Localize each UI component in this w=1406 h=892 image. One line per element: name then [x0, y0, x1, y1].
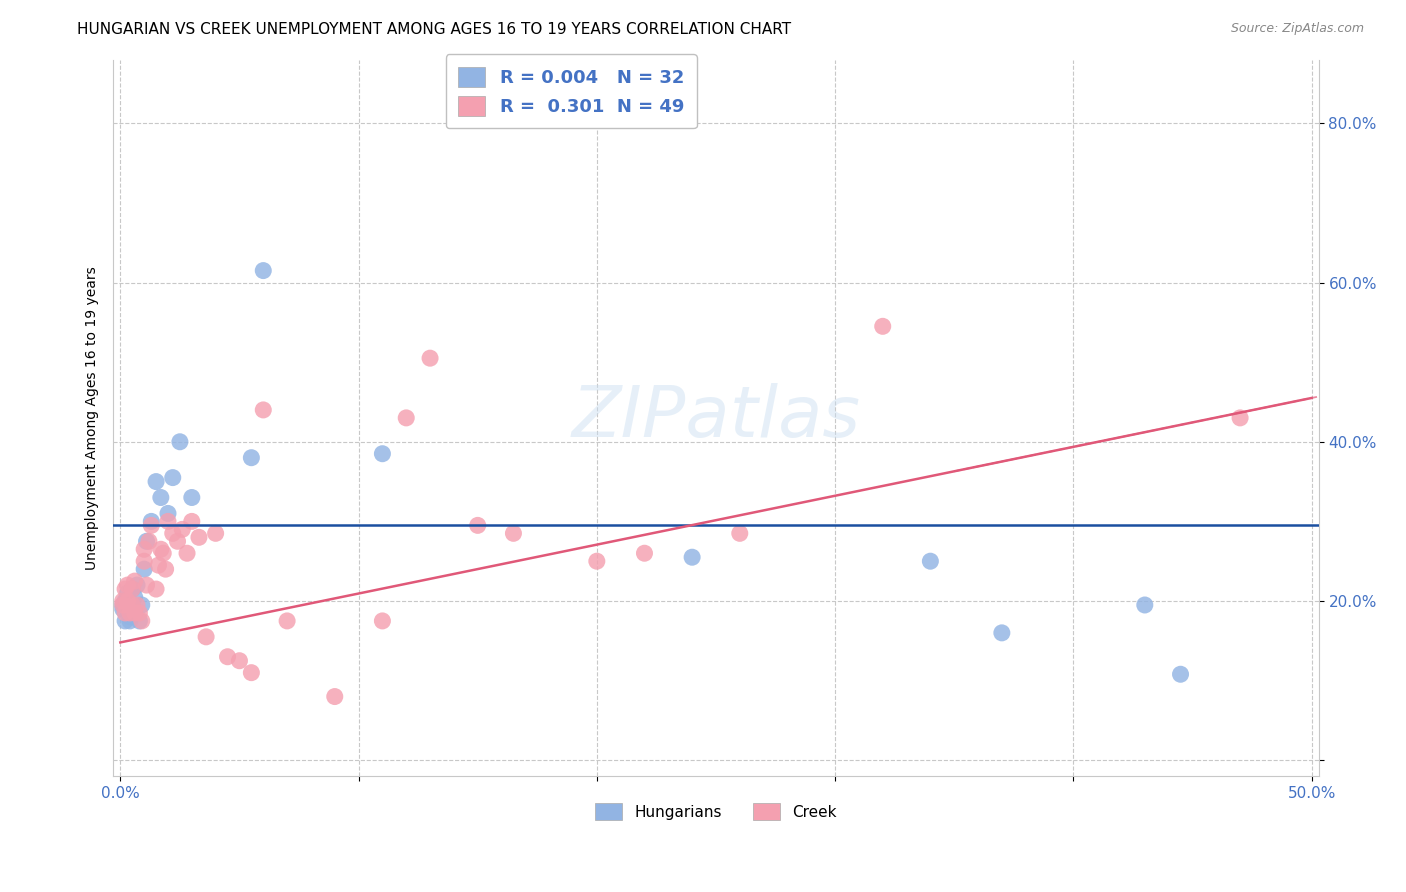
Point [180, 491, 202, 505]
Legend: Hungarians, Creek: Hungarians, Creek [589, 797, 844, 826]
Point [371, 614, 394, 628]
Point [131, 614, 153, 628]
Point [114, 582, 136, 596]
Point [141, 515, 163, 529]
Point [371, 447, 394, 461]
Point [134, 562, 156, 576]
Point [125, 578, 148, 592]
Point [240, 450, 263, 465]
Point [121, 582, 143, 596]
Point [114, 594, 136, 608]
Point [204, 526, 226, 541]
Point [920, 554, 942, 568]
Point [155, 562, 177, 576]
Point [118, 614, 141, 628]
Point [117, 578, 139, 592]
Point [252, 403, 274, 417]
Point [419, 351, 441, 366]
Point [1229, 410, 1251, 425]
Point [166, 534, 188, 549]
Point [117, 602, 139, 616]
Point [125, 598, 148, 612]
Point [228, 654, 250, 668]
Point [111, 598, 134, 612]
Point [991, 625, 1014, 640]
Point [121, 598, 143, 612]
Point [135, 578, 157, 592]
Point [114, 606, 136, 620]
Point [111, 598, 134, 612]
Point [395, 410, 418, 425]
Point [195, 630, 218, 644]
Point [1133, 598, 1156, 612]
Point [135, 534, 157, 549]
Point [276, 614, 298, 628]
Point [162, 470, 184, 484]
Point [176, 546, 198, 560]
Point [128, 614, 150, 628]
Point [117, 586, 139, 600]
Point [124, 606, 146, 620]
Point [217, 649, 239, 664]
Point [252, 263, 274, 277]
Point [121, 598, 143, 612]
Point [111, 594, 134, 608]
Point [681, 550, 703, 565]
Point [323, 690, 346, 704]
Point [124, 606, 146, 620]
Point [148, 558, 170, 573]
Text: HUNGARIAN VS CREEK UNEMPLOYMENT AMONG AGES 16 TO 19 YEARS CORRELATION CHART: HUNGARIAN VS CREEK UNEMPLOYMENT AMONG AG… [77, 22, 792, 37]
Point [117, 594, 139, 608]
Point [128, 606, 150, 620]
Point [118, 606, 141, 620]
Point [169, 434, 191, 449]
Point [134, 554, 156, 568]
Point [156, 507, 179, 521]
Point [188, 530, 211, 544]
Point [111, 602, 134, 616]
Point [149, 491, 172, 505]
Point [145, 582, 167, 596]
Point [240, 665, 263, 680]
Y-axis label: Unemployment Among Ages 16 to 19 years: Unemployment Among Ages 16 to 19 years [86, 266, 100, 570]
Point [633, 546, 655, 560]
Point [124, 574, 146, 588]
Point [585, 554, 607, 568]
Text: Source: ZipAtlas.com: Source: ZipAtlas.com [1230, 22, 1364, 36]
Point [162, 526, 184, 541]
Text: ZIPatlas: ZIPatlas [571, 384, 860, 452]
Point [134, 542, 156, 557]
Point [145, 475, 167, 489]
Point [149, 542, 172, 557]
Point [141, 518, 163, 533]
Point [131, 598, 153, 612]
Point [728, 526, 751, 541]
Point [121, 582, 143, 596]
Point [872, 319, 894, 334]
Point [124, 590, 146, 604]
Point [467, 518, 489, 533]
Point [180, 515, 202, 529]
Point [1170, 667, 1192, 681]
Point [156, 515, 179, 529]
Point [152, 546, 174, 560]
Point [114, 614, 136, 628]
Point [138, 534, 160, 549]
Point [118, 610, 141, 624]
Point [502, 526, 524, 541]
Point [172, 522, 194, 536]
